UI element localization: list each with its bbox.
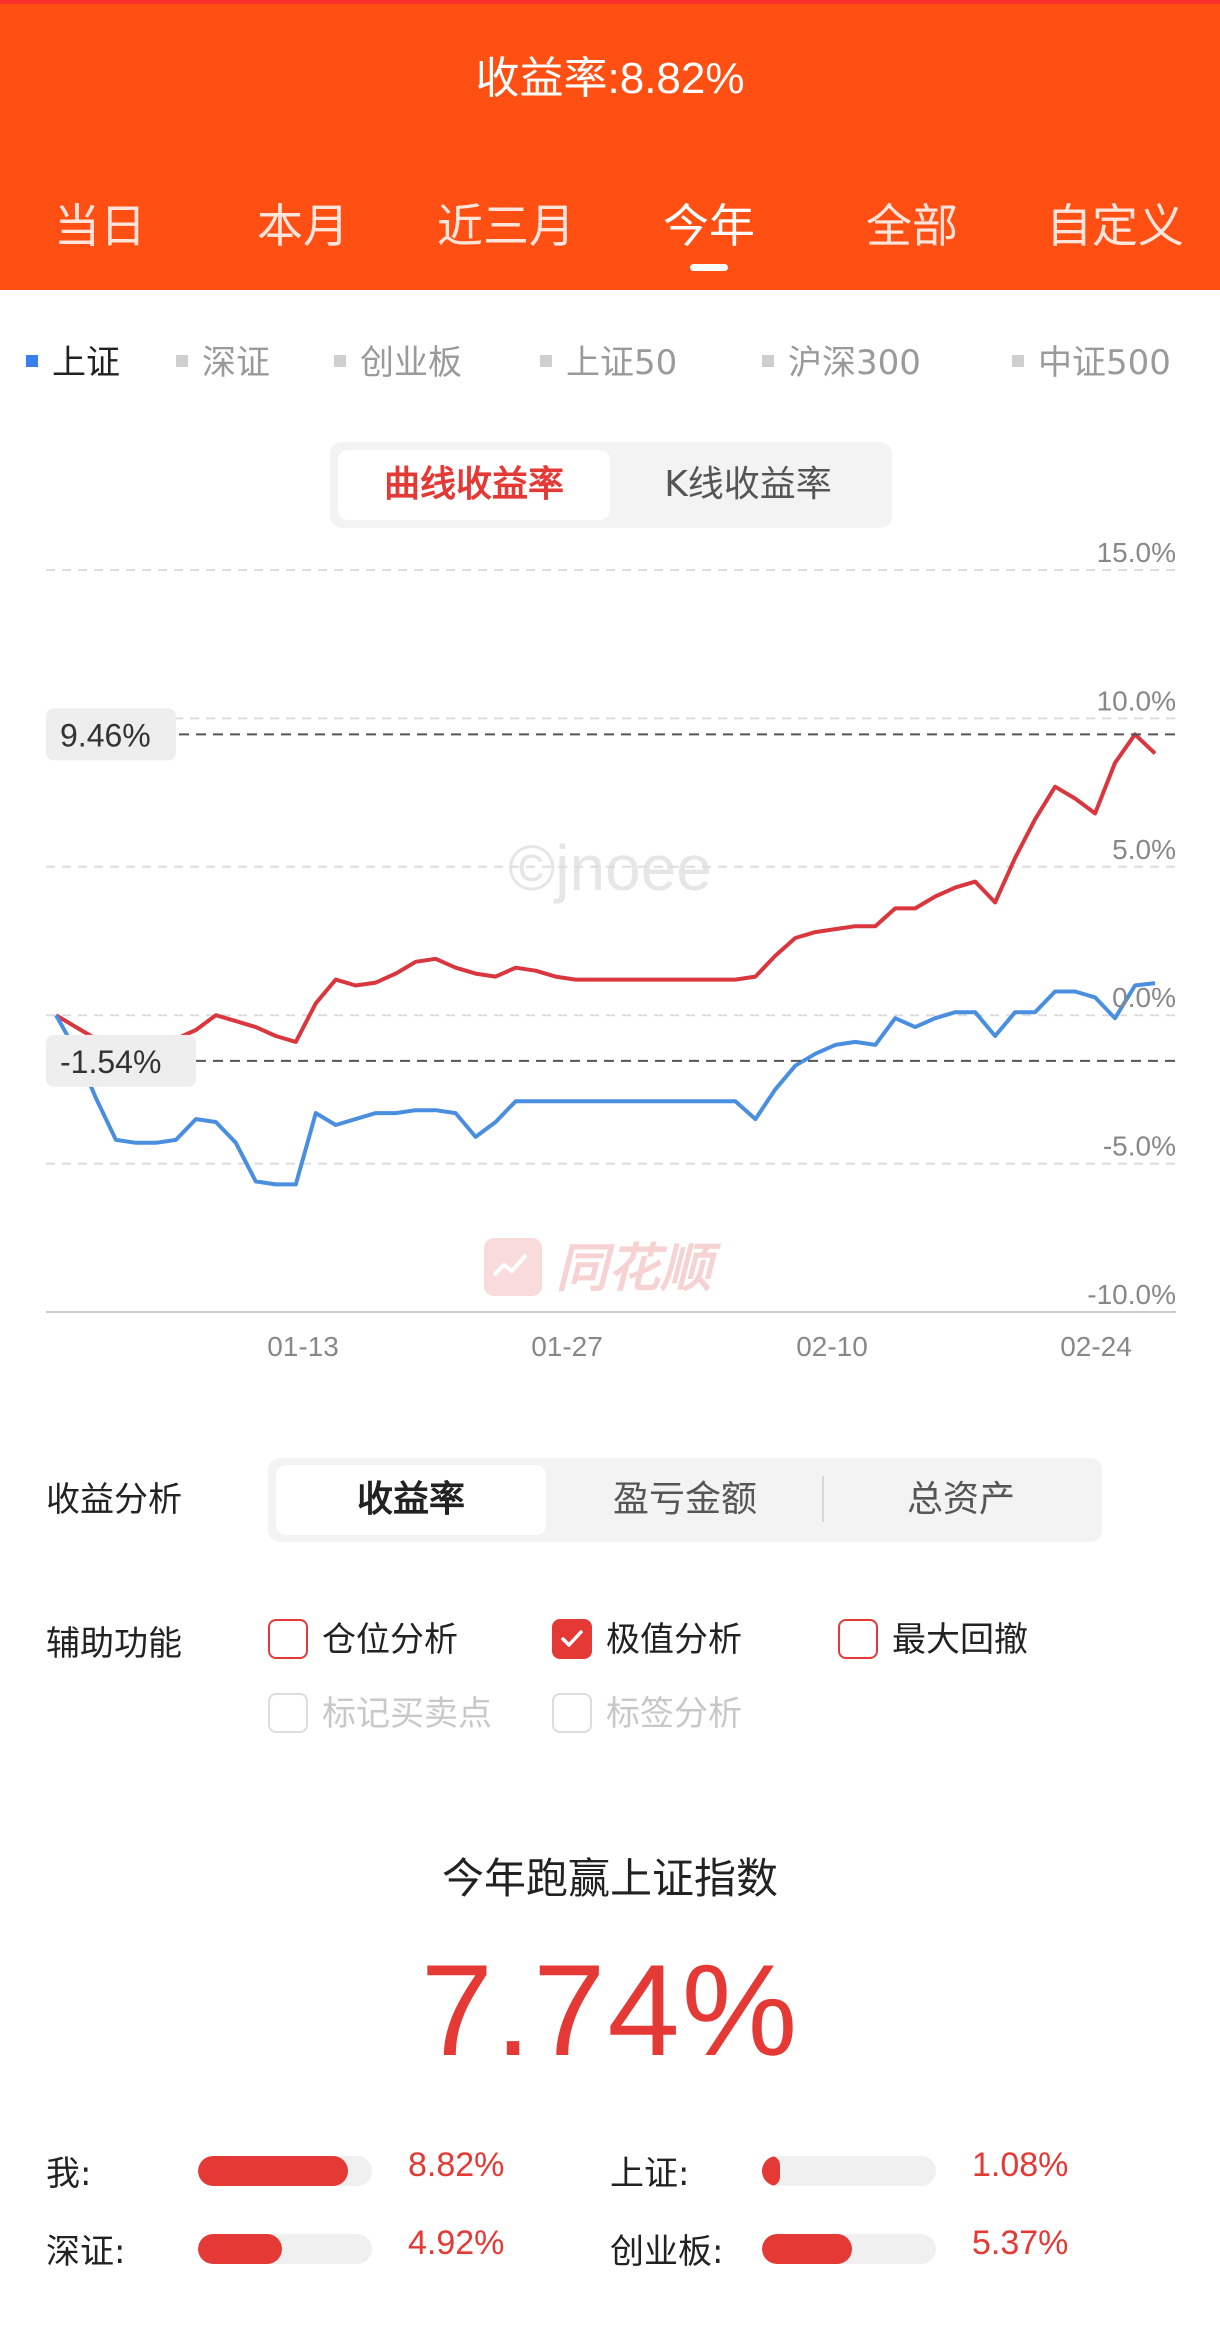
assist-option: 标签分析 (552, 1686, 742, 1736)
outperform-value: 7.74% (420, 1937, 800, 2083)
checkbox-checked-icon[interactable] (552, 1618, 592, 1659)
assist-option-label: 标记买卖点 (322, 1694, 492, 1734)
assist-label: 辅助功能 (46, 1624, 182, 1664)
stat-bar-track (198, 2156, 372, 2186)
tab-this-year[interactable]: 今年 (663, 199, 755, 253)
assist-option-label: 标签分析 (606, 1694, 742, 1734)
return-chart: ©jnoee 同花顺 9.46% -1.54% 15.0% 10.0% 5.0% 0.0… (46, 537, 1176, 1362)
legend-square-icon (176, 354, 188, 367)
analysis-switch: 收益率 盈亏金额 总资产 (268, 1458, 1102, 1542)
x-tick-label: 02-24 (1060, 1331, 1132, 1362)
analysis-total-assets-button[interactable]: 总资产 (906, 1479, 1015, 1520)
legend-shenzhen[interactable]: 深证 (176, 335, 270, 383)
stat-bar-fill (762, 2156, 780, 2186)
header-bar: 收益率:8.82% 当日 本月 近三月 今年 全部 自定义 (0, 0, 1220, 290)
stat-bar-track (762, 2234, 936, 2264)
legend-label: 沪深300 (788, 343, 921, 383)
stat-label: 上证: (610, 2154, 690, 2194)
stat-value: 8.82% (408, 2146, 505, 2184)
legend-shanghai[interactable]: 上证 (26, 335, 120, 383)
series-line-mine (54, 732, 1157, 1047)
return-rate-title: 收益率:8.82% (475, 54, 745, 103)
stat-value: 4.92% (408, 2224, 505, 2262)
legend-sse50[interactable]: 上证50 (540, 335, 678, 383)
y-tick-label: -10.0% (1087, 1279, 1176, 1310)
extreme-label-bg (46, 708, 176, 761)
comparison-title: 今年跑赢上证指数 (441, 1854, 778, 1903)
legend-label: 中证500 (1038, 343, 1171, 383)
stat-bar-track (198, 2234, 372, 2264)
legend-square-icon (26, 354, 38, 367)
checkbox-icon (552, 1692, 592, 1733)
legend-chinext[interactable]: 创业板 (334, 335, 462, 383)
y-tick-label: 5.0% (1112, 834, 1176, 865)
jnoee-watermark: ©jnoee (508, 832, 712, 904)
chart-mode-switch: 曲线收益率 K线收益率 (330, 442, 892, 528)
extreme-label: 9.46% (60, 717, 151, 753)
stat-label: 我: (46, 2154, 92, 2194)
assist-option-label: 仓位分析 (322, 1620, 458, 1660)
y-tick-label: 10.0% (1097, 685, 1176, 716)
x-tick-label: 02-10 (796, 1331, 868, 1362)
analysis-label: 收益分析 (46, 1480, 182, 1520)
checkbox-icon[interactable] (268, 1618, 308, 1659)
analysis-pnl-button[interactable]: 盈亏金额 (612, 1479, 757, 1520)
assist-option-label: 最大回撤 (892, 1620, 1028, 1660)
extreme-label-bg (46, 1034, 196, 1087)
stat-bar-fill (198, 2156, 348, 2186)
checkbox-icon[interactable] (838, 1618, 878, 1659)
legend-label: 深证 (202, 343, 270, 383)
x-tick-label: 01-27 (531, 1331, 603, 1362)
y-tick-label: 0.0% (1112, 982, 1176, 1013)
tab-all[interactable]: 全部 (866, 199, 958, 253)
tab-today[interactable]: 当日 (54, 199, 146, 253)
legend-square-icon (1012, 354, 1024, 367)
active-tab-indicator (690, 264, 728, 271)
kline-return-button[interactable]: K线收益率 (664, 464, 832, 505)
x-tick-label: 01-13 (267, 1331, 339, 1362)
legend-csi300[interactable]: 沪深300 (762, 335, 921, 383)
y-tick-label: 15.0% (1097, 537, 1176, 568)
brand-watermark: 同花顺 (556, 1239, 722, 1299)
stat-bar-fill (762, 2234, 853, 2264)
legend-label: 上证50 (566, 343, 678, 383)
series-line-index (54, 981, 1156, 1187)
stat-label: 创业板: (610, 2232, 724, 2272)
segment-divider (822, 1476, 824, 1522)
assist-option-label: 极值分析 (606, 1620, 742, 1660)
curve-return-button[interactable]: 曲线收益率 (338, 450, 610, 520)
legend-csi500[interactable]: 中证500 (1012, 335, 1171, 383)
y-tick-label: -5.0% (1103, 1131, 1176, 1162)
checkbox-icon (268, 1692, 308, 1733)
stat-bar-fill (198, 2234, 282, 2264)
tab-three-months[interactable]: 近三月 (437, 199, 575, 253)
legend-square-icon (762, 354, 774, 367)
legend-label: 创业板 (360, 343, 462, 383)
tab-custom[interactable]: 自定义 (1046, 199, 1184, 253)
stat-label: 深证: (46, 2232, 126, 2272)
stat-value: 5.37% (972, 2224, 1069, 2262)
analysis-return-button[interactable]: 收益率 (276, 1465, 546, 1535)
assist-option[interactable]: 极值分析 (552, 1612, 742, 1662)
tab-this-month[interactable]: 本月 (257, 199, 349, 253)
legend-square-icon (540, 354, 552, 367)
tonghuashun-logo-icon (484, 1238, 542, 1296)
legend-square-icon (334, 354, 346, 367)
stat-value: 1.08% (972, 2146, 1069, 2184)
legend-label: 上证 (52, 343, 120, 383)
extreme-label: -1.54% (60, 1044, 161, 1080)
assist-option: 标记买卖点 (268, 1686, 492, 1736)
assist-option[interactable]: 仓位分析 (268, 1612, 458, 1662)
assist-option[interactable]: 最大回撤 (838, 1612, 1028, 1662)
stat-bar-track (762, 2156, 936, 2186)
